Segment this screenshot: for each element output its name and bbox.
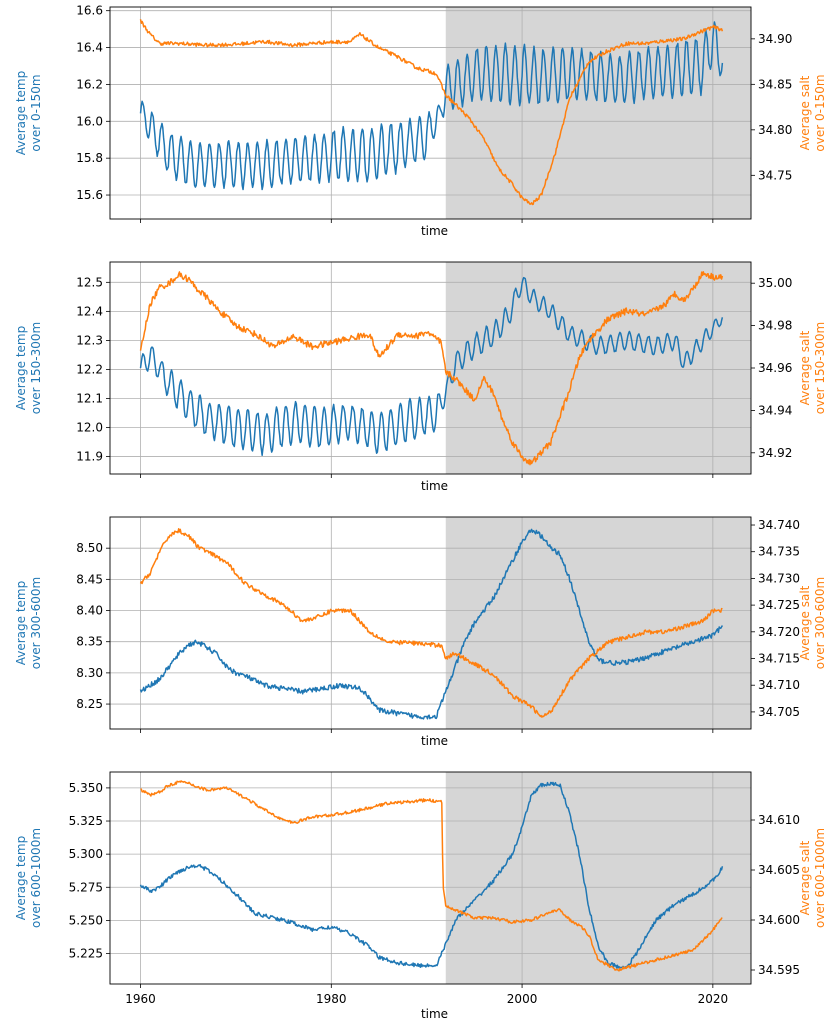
panel-3: 8.25 8.30 8.35 8.40 8.45 8.50 34.705 34.710 34.7… [14, 516, 827, 748]
right-y-tick-label: 34.705 [758, 705, 800, 719]
left-y-tick-label: 12.0 [76, 421, 103, 435]
right-y-tick-label: 34.715 [758, 652, 800, 666]
left-y-axis-label-line: over 0-150m [29, 74, 43, 151]
right-y-tick-label: 34.94 [758, 403, 792, 417]
salt-series-line [140, 780, 723, 972]
left-y-axis-label: Average tempover 600-1000m [14, 828, 43, 928]
left-y-tick-label: 12.2 [76, 362, 103, 376]
shaded-region [445, 7, 751, 219]
temp-series-line [139, 781, 724, 969]
x-tick-label: 1960 [125, 992, 156, 1006]
left-y-tick-label: 15.8 [76, 151, 103, 165]
right-y-tick-label: 34.600 [758, 913, 800, 927]
left-y-axis-label-line: Average temp [14, 581, 28, 666]
right-y-tick-label: 34.595 [758, 963, 800, 977]
left-y-tick-label: 12.5 [76, 275, 103, 289]
shaded-region [445, 517, 751, 729]
left-y-tick-label: 15.6 [76, 188, 103, 202]
left-y-axis-label-line: over 600-1000m [29, 828, 43, 928]
salt-series-line [139, 271, 724, 466]
right-y-tick-label: 34.725 [758, 598, 800, 612]
temp-series-line [139, 276, 724, 457]
left-y-tick-label: 5.225 [69, 947, 103, 961]
right-y-axis-label-line: over 0-150m [813, 74, 827, 151]
salt-series-line [139, 528, 723, 718]
right-y-tick-label: 34.90 [758, 32, 792, 46]
left-y-tick-label: 8.40 [76, 604, 103, 618]
axes-frame [109, 771, 752, 985]
x-axis-label: time [421, 479, 448, 493]
temp-series-line [139, 528, 724, 720]
right-y-tick-label: 34.80 [758, 123, 792, 137]
x-tick-label: 2000 [507, 992, 538, 1006]
right-y-axis-label: Average saltover 150-300m [798, 322, 827, 414]
right-y-axis-label-line: over 150-300m [813, 322, 827, 414]
left-y-tick-label: 5.250 [69, 913, 103, 927]
left-y-axis-label-line: Average temp [14, 71, 28, 156]
left-y-axis-label: Average tempover 0-150m [14, 71, 43, 156]
x-axis-label: time [421, 224, 448, 238]
right-y-axis-label: Average saltover 0-150m [798, 74, 827, 151]
left-y-axis-label-line: over 300-600m [29, 577, 43, 669]
shaded-region [445, 772, 751, 984]
left-y-tick-label: 8.35 [76, 635, 103, 649]
left-y-axis-label-line: over 150-300m [29, 322, 43, 414]
left-y-tick-label: 12.1 [76, 391, 103, 405]
left-y-axis-label: Average tempover 300-600m [14, 577, 43, 669]
right-y-tick-label: 34.605 [758, 863, 800, 877]
panel-2: 11.9 12.0 12.1 12.2 12.3 12.4 12.5 34.92 34.94 34… [14, 261, 827, 493]
left-y-tick-label: 5.350 [69, 781, 103, 795]
right-y-tick-label: 34.98 [758, 319, 792, 333]
left-y-tick-label: 12.3 [76, 333, 103, 347]
left-y-tick-label: 8.30 [76, 666, 103, 680]
x-axis-label: time [421, 734, 448, 748]
x-axis-label: time [421, 1007, 448, 1021]
left-y-axis-label-line: Average temp [14, 326, 28, 411]
left-y-tick-label: 16.6 [76, 4, 103, 18]
left-y-tick-label: 5.325 [69, 814, 103, 828]
right-y-tick-label: 34.740 [758, 518, 800, 532]
left-y-tick-label: 8.25 [76, 697, 103, 711]
right-y-axis-label: Average saltover 600-1000m [798, 828, 827, 928]
right-y-tick-label: 34.730 [758, 571, 800, 585]
panel-4: 1960 1980 2000 2020 5.225 5.250 5.275 5.300 5.32… [14, 771, 827, 1021]
right-y-tick-label: 34.75 [758, 168, 792, 182]
right-y-axis-label-line: Average salt [798, 840, 812, 915]
right-y-tick-label: 34.96 [758, 361, 792, 375]
left-y-tick-label: 8.45 [76, 572, 103, 586]
right-y-tick-label: 34.610 [758, 813, 800, 827]
left-y-tick-label: 5.275 [69, 880, 103, 894]
right-y-axis-label-line: over 300-600m [813, 577, 827, 669]
left-y-tick-label: 11.9 [76, 450, 103, 464]
panel-1: 15.6 15.8 16.0 16.2 16.4 16.6 34.75 34.80 34.85 3… [14, 4, 827, 238]
left-y-axis-label: Average tempover 150-300m [14, 322, 43, 414]
right-y-axis-label-line: Average salt [798, 585, 812, 660]
right-y-axis-label-line: Average salt [798, 75, 812, 150]
left-y-tick-label: 16.4 [76, 41, 103, 55]
right-y-tick-label: 34.710 [758, 678, 800, 692]
right-y-tick-label: 34.720 [758, 625, 800, 639]
left-y-tick-label: 16.0 [76, 114, 103, 128]
left-y-tick-label: 12.4 [76, 304, 103, 318]
right-y-tick-label: 34.735 [758, 545, 800, 559]
left-y-tick-label: 5.300 [69, 847, 103, 861]
temp-series-line [139, 21, 724, 191]
shaded-region [445, 262, 751, 474]
x-tick-label: 1980 [316, 992, 347, 1006]
x-tick-label: 2020 [698, 992, 729, 1006]
left-y-axis-label-line: Average temp [14, 836, 28, 921]
right-y-tick-label: 34.92 [758, 446, 792, 460]
right-y-tick-label: 34.85 [758, 77, 792, 91]
axes-frame [109, 6, 752, 220]
right-y-axis-label-line: Average salt [798, 330, 812, 405]
right-y-axis-label-line: over 600-1000m [813, 828, 827, 928]
left-y-tick-label: 16.2 [76, 77, 103, 91]
right-y-axis-label: Average saltover 300-600m [798, 577, 827, 669]
left-y-tick-label: 8.50 [76, 541, 103, 555]
axes-frame [109, 516, 752, 730]
right-y-tick-label: 35.00 [758, 276, 792, 290]
salt-series-line [139, 19, 724, 206]
